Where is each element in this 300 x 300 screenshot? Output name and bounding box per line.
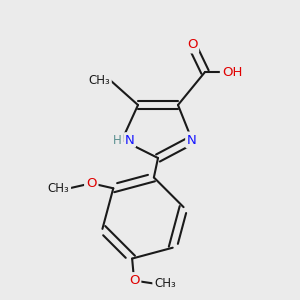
- Text: O: O: [129, 274, 140, 287]
- Text: H: H: [113, 134, 122, 146]
- Text: N: N: [125, 134, 135, 146]
- Text: O: O: [86, 177, 97, 190]
- Text: CH₃: CH₃: [154, 277, 176, 290]
- Text: O: O: [187, 38, 197, 52]
- Text: CH₃: CH₃: [88, 74, 110, 86]
- Text: CH₃: CH₃: [48, 182, 69, 195]
- Text: N: N: [187, 134, 197, 146]
- Text: OH: OH: [222, 65, 242, 79]
